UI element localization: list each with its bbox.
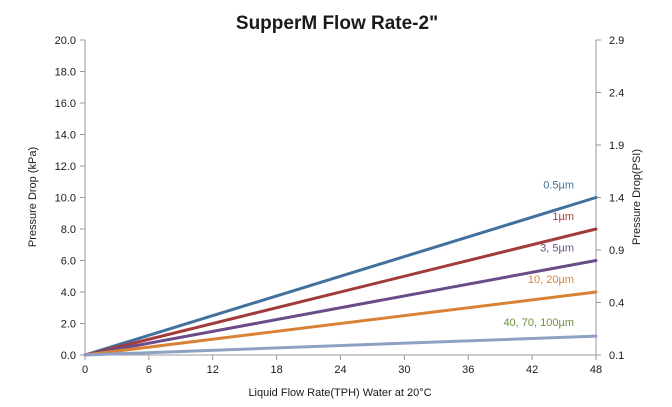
x-tick-label: 6 [146,364,152,376]
series-label: 0.5µm [543,180,574,192]
x-tick-label: 36 [462,364,474,376]
series-layer [83,196,598,357]
y-tick-label: 6.0 [61,256,76,268]
y2-tick-label: 1.4 [609,193,624,205]
series-label: 3, 5µm [540,243,574,255]
y-tick-label: 4.0 [61,287,76,299]
x-tick-label: 30 [398,364,410,376]
series-label: 40, 70, 100µm [503,317,574,329]
y2-tick-label: 0.4 [609,298,624,310]
series-labels: 0.5µm 1µm 3, 5µm 10, 20µm 40, 70, 100µm [503,180,574,330]
y2-axis-label: Pressure Drop(PSI) [631,149,643,245]
y-tick-label: 10.0 [55,193,76,205]
series-line [83,259,598,357]
axes: 0.0 2.0 4.0 6.0 8.0 10.0 12.0 14.0 16.0 18.0 20.0 0… [55,35,625,376]
series-line [83,334,598,357]
x-tick-label: 12 [207,364,219,376]
x-tick-label: 24 [334,364,346,376]
x-tick-label: 18 [271,364,283,376]
y2-tick-label: 1.9 [609,140,624,152]
y2-tick-label: 0.9 [609,245,624,257]
x-axis-label: Liquid Flow Rate(TPH) Water at 20°C [248,387,431,399]
x-tick-label: 42 [526,364,538,376]
series-label: 10, 20µm [528,274,574,286]
y-tick-label: 2.0 [61,319,76,331]
series-line [83,290,598,357]
y-tick-label: 8.0 [61,224,76,236]
y2-tick-label: 2.4 [609,88,624,100]
series-line [83,196,598,357]
y2-tick-label: 0.1 [609,350,624,362]
x-tick-label: 48 [590,364,602,376]
y-tick-label: 20.0 [55,35,76,47]
y2-tick-label: 2.9 [609,35,624,47]
y-tick-label: 12.0 [55,161,76,173]
y-axis-label: Pressure Drop (kPa) [27,147,39,247]
y-tick-label: 14.0 [55,130,76,142]
series-label: 1µm [552,211,574,223]
y-tick-label: 0.0 [61,350,76,362]
y-tick-label: 18.0 [55,67,76,79]
x-tick-label: 0 [82,364,88,376]
series-line [83,227,598,357]
y-tick-label: 16.0 [55,98,76,110]
chart-title: SupperM Flow Rate-2" [236,13,438,34]
